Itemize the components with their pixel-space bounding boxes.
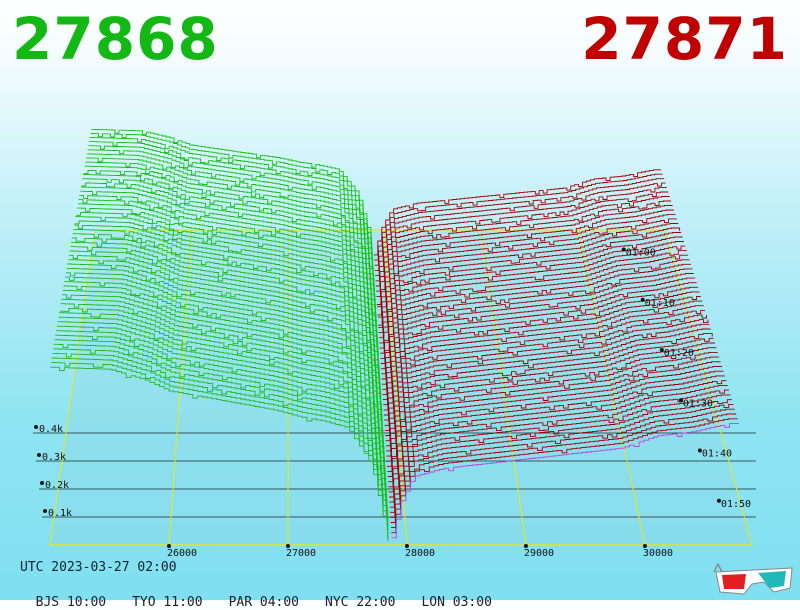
depth-tick-label: 0.4k xyxy=(39,424,63,435)
time-tick-label: 01:50 xyxy=(721,499,751,510)
timezone-tyo: TYO 11:00 xyxy=(132,595,202,610)
utc-time: UTC 2023-03-27 02:00 xyxy=(20,560,177,575)
time-tick-label: 01:40 xyxy=(702,449,732,460)
depth-tick-marker xyxy=(37,453,41,457)
depth-tick-marker xyxy=(34,425,38,429)
time-tick-label: 01:00 xyxy=(626,248,656,259)
3d-glasses-icon[interactable] xyxy=(712,558,796,598)
timezone-lon: LON 03:00 xyxy=(421,595,491,610)
depth-tick-marker xyxy=(43,509,47,513)
price-tick-label: 26000 xyxy=(167,548,197,559)
timezone-par: PAR 04:00 xyxy=(229,595,299,610)
depth-tick-marker xyxy=(40,481,44,485)
price-tick-label: 27000 xyxy=(286,548,316,559)
price-tick-label: 30000 xyxy=(643,548,673,559)
depth-tick-label: 0.3k xyxy=(42,452,66,463)
time-tick-label: 01:20 xyxy=(664,348,694,359)
depth-tick-label: 0.1k xyxy=(48,508,72,519)
time-tick-label: 01:30 xyxy=(683,398,713,409)
timezone-nyc: NYC 22:00 xyxy=(325,595,395,610)
depth-tick-label: 0.2k xyxy=(45,480,69,491)
price-tick-label: 28000 xyxy=(405,548,435,559)
time-tick-label: 01:10 xyxy=(645,298,675,309)
timezone-bjs: BJS 10:00 xyxy=(36,595,106,610)
price-tick-label: 29000 xyxy=(524,548,554,559)
timezone-list: BJS 10:00 TYO 11:00 PAR 04:00 NYC 22:00 LON … xyxy=(20,580,518,610)
